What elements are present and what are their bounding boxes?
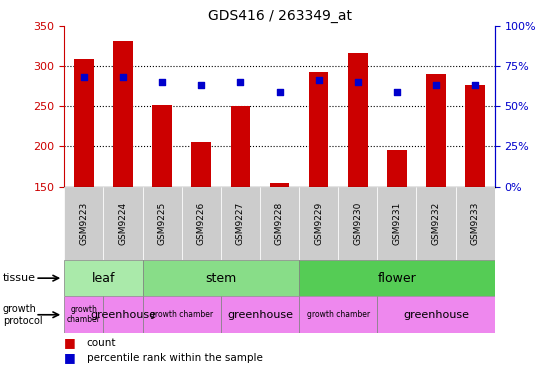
Text: GSM9232: GSM9232 (432, 202, 440, 245)
Point (432, 82, 440, 88)
Text: ■: ■ (64, 351, 76, 364)
Bar (270, 183, 290, 187)
Bar (152, 105, 172, 187)
Bar (231, 106, 250, 187)
Text: GSM9230: GSM9230 (353, 202, 362, 245)
Text: leaf: leaf (92, 272, 115, 285)
Bar (64, 187, 103, 260)
Text: ■: ■ (64, 336, 76, 350)
Text: stem: stem (205, 272, 236, 285)
Bar (427, 74, 446, 187)
Text: GSM9229: GSM9229 (314, 202, 323, 245)
Bar (299, 296, 377, 333)
Bar (221, 296, 299, 333)
Bar (113, 41, 133, 187)
Bar (299, 260, 495, 296)
Text: flower: flower (377, 272, 416, 285)
Text: growth
chamber: growth chamber (67, 305, 101, 325)
Bar (456, 187, 495, 260)
Bar (182, 187, 221, 260)
Point (275, 89, 284, 94)
Point (158, 79, 167, 85)
Text: count: count (87, 338, 116, 348)
Point (119, 74, 127, 80)
Text: GSM9223: GSM9223 (79, 202, 88, 245)
Text: GSM9224: GSM9224 (119, 202, 127, 245)
Text: GSM9227: GSM9227 (236, 202, 245, 245)
Bar (103, 296, 143, 333)
Text: GSM9228: GSM9228 (275, 202, 284, 245)
Bar (64, 296, 103, 333)
Point (197, 82, 206, 88)
Point (392, 89, 401, 94)
Text: growth chamber: growth chamber (150, 310, 213, 319)
Bar (299, 187, 338, 260)
Text: greenhouse: greenhouse (90, 310, 156, 320)
Title: GDS416 / 263349_at: GDS416 / 263349_at (207, 9, 352, 23)
Bar (348, 53, 368, 187)
Point (236, 79, 245, 85)
Bar (143, 260, 299, 296)
Bar (192, 142, 211, 187)
Bar (338, 187, 377, 260)
Bar (377, 187, 416, 260)
Point (471, 82, 480, 88)
Bar (143, 187, 182, 260)
Bar (221, 187, 260, 260)
Bar (103, 187, 143, 260)
Point (353, 79, 362, 85)
Text: tissue: tissue (3, 273, 36, 283)
Bar (74, 59, 93, 187)
Bar (143, 296, 221, 333)
Text: growth
protocol: growth protocol (3, 304, 42, 326)
Text: GSM9233: GSM9233 (471, 202, 480, 245)
Bar (64, 260, 143, 296)
Bar (387, 150, 407, 187)
Text: GSM9226: GSM9226 (197, 202, 206, 245)
Point (314, 78, 323, 83)
Text: growth chamber: growth chamber (307, 310, 369, 319)
Text: GSM9225: GSM9225 (158, 202, 167, 245)
Text: percentile rank within the sample: percentile rank within the sample (87, 353, 263, 363)
Bar (416, 187, 456, 260)
Point (79, 74, 88, 80)
Bar (466, 85, 485, 187)
Bar (260, 187, 299, 260)
Text: greenhouse: greenhouse (403, 310, 469, 320)
Bar (309, 72, 329, 187)
Bar (377, 296, 495, 333)
Text: greenhouse: greenhouse (227, 310, 293, 320)
Text: GSM9231: GSM9231 (392, 202, 401, 245)
